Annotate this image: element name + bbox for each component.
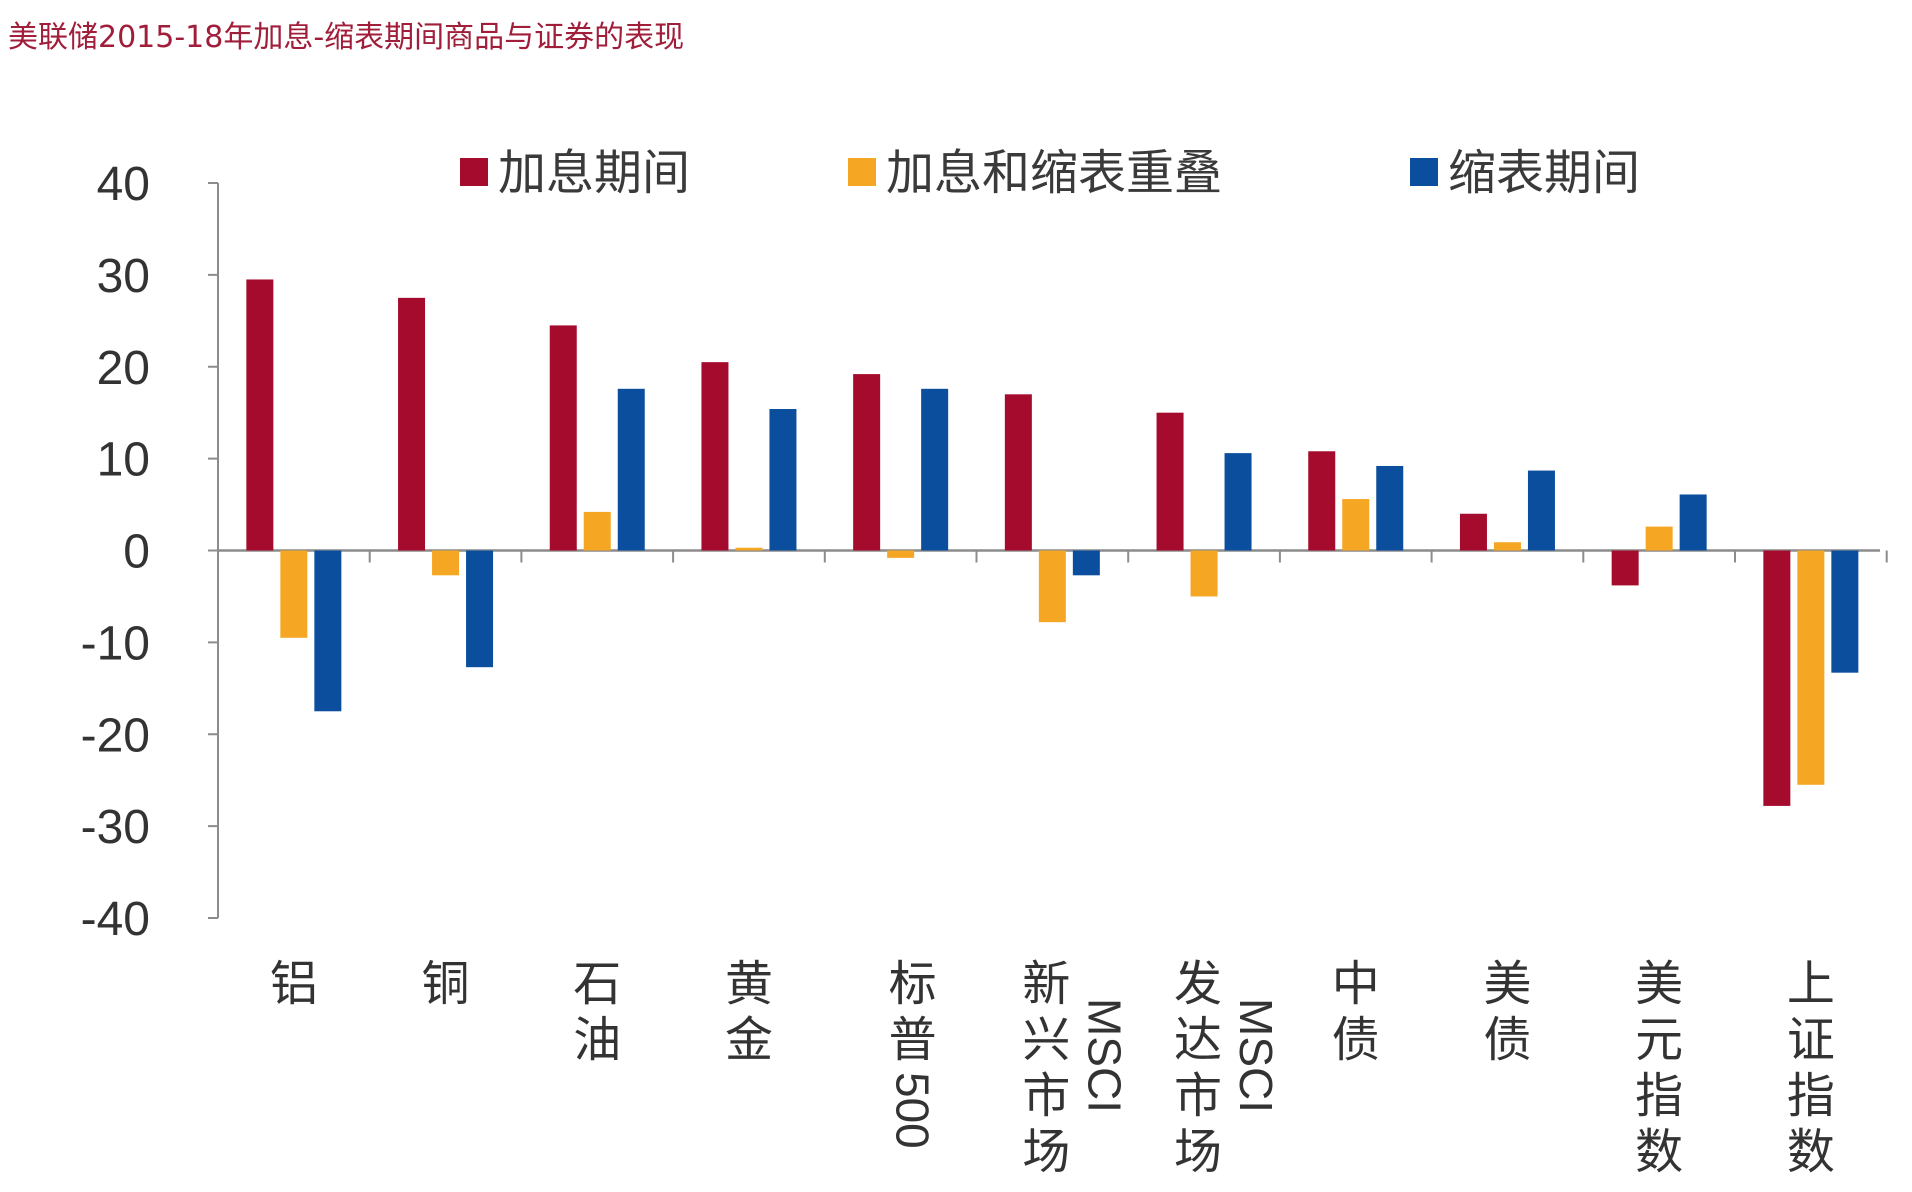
x-category-label: 铝 xyxy=(270,956,318,1012)
x-category-char: 债 xyxy=(1332,1012,1380,1068)
bar-2-美元指数 xyxy=(1645,526,1673,551)
x-category-char: 铜 xyxy=(422,956,470,1012)
x-category-char: 铝 xyxy=(270,956,318,1012)
x-category-char: 市 xyxy=(1174,1068,1222,1124)
x-category-char: 上 xyxy=(1787,956,1835,1012)
x-category-char: 市 xyxy=(1022,1068,1070,1124)
bar-3-中债 xyxy=(1376,465,1404,551)
x-category-char: 债 xyxy=(1483,1012,1531,1068)
x-category-char: 新 xyxy=(1022,956,1070,1012)
x-category-label: 黄金 xyxy=(725,956,773,1068)
y-tick-label: 40 xyxy=(97,158,150,211)
x-category-char: 油 xyxy=(573,1012,621,1068)
x-axis-category-labels: 铝铜石油黄金标普500新兴市场MSCI发达市场MSCI中债美债美元指数上证指数 xyxy=(270,956,1835,1180)
bar-1-铜 xyxy=(398,297,426,551)
x-category-char: 中 xyxy=(1332,956,1380,1012)
bar-3-铝 xyxy=(314,550,342,712)
x-category-char: 场 xyxy=(1022,1124,1070,1180)
bar-2-标普500 xyxy=(887,550,915,558)
legend-item: 加息和缩表重叠 xyxy=(848,145,1222,201)
bar-1-石油 xyxy=(549,325,577,551)
bar-2-美债 xyxy=(1493,542,1521,551)
x-category-char: 指 xyxy=(1635,1068,1683,1124)
bar-3-美债 xyxy=(1527,470,1555,551)
y-tick-label: 30 xyxy=(97,250,150,303)
x-category-char: 兴 xyxy=(1022,1012,1070,1068)
x-category-char: 美 xyxy=(1635,956,1683,1012)
x-category-char: 数 xyxy=(1635,1124,1683,1180)
y-tick-label: -20 xyxy=(81,709,150,762)
page-title: 美联储2015-18年加息-缩表期间商品与证券的表现 xyxy=(8,20,685,55)
x-category-char: 场 xyxy=(1174,1124,1222,1180)
bar-1-中债 xyxy=(1308,451,1336,551)
bar-1-标普500 xyxy=(853,374,881,551)
x-category-rotated-label: MSCI xyxy=(1078,998,1130,1113)
x-category-rotated-label: 500 xyxy=(887,1072,939,1149)
x-category-char: 标 xyxy=(889,956,937,1012)
chart-legend: 加息期间 加息和缩表重叠 缩表期间 xyxy=(460,145,1640,201)
x-category-rotated-label: MSCI xyxy=(1230,998,1282,1113)
y-tick-label: 20 xyxy=(97,342,150,395)
y-tick-label: -30 xyxy=(81,801,150,854)
x-category-label: 美债 xyxy=(1483,956,1531,1068)
x-category-char: 元 xyxy=(1635,1012,1683,1068)
bar-3-美元指数 xyxy=(1679,494,1707,551)
legend-swatch xyxy=(848,158,876,186)
legend-swatch xyxy=(1410,158,1438,186)
x-category-label: 铜 xyxy=(422,956,470,1012)
bar-2-新兴市场MSCI xyxy=(1038,550,1066,623)
legend-label: 缩表期间 xyxy=(1448,145,1640,201)
y-tick-label: 0 xyxy=(123,526,150,579)
bar-2-黄金 xyxy=(735,547,763,551)
legend-label: 加息和缩表重叠 xyxy=(886,145,1222,201)
bar-3-标普500 xyxy=(921,388,949,551)
x-category-char: 美 xyxy=(1483,956,1531,1012)
bar-2-铝 xyxy=(280,550,308,638)
bar-3-铜 xyxy=(466,550,494,668)
y-tick-label: 10 xyxy=(97,434,150,487)
y-tick-label: -10 xyxy=(81,617,150,670)
x-category-char: 指 xyxy=(1787,1068,1835,1124)
bar-2-铜 xyxy=(432,550,460,576)
x-category-label: 石油 xyxy=(573,956,621,1068)
y-tick-label: -40 xyxy=(81,893,150,946)
bar-1-铝 xyxy=(246,279,274,551)
x-category-char: 黄 xyxy=(725,956,773,1012)
x-category-char: 达 xyxy=(1174,1012,1222,1068)
bar-2-中债 xyxy=(1342,499,1370,551)
x-category-char: 石 xyxy=(573,956,621,1012)
x-category-char: 金 xyxy=(725,1012,773,1068)
legend-item: 加息期间 xyxy=(460,145,690,201)
bar-3-新兴市场MSCI xyxy=(1072,550,1100,576)
x-category-char: 普 xyxy=(889,1012,937,1068)
bar-3-上证指数 xyxy=(1831,550,1859,673)
legend-label: 加息期间 xyxy=(498,145,690,201)
bar-3-黄金 xyxy=(769,409,797,551)
bar-2-石油 xyxy=(583,511,611,551)
bar-2-发达市场MSCI xyxy=(1190,550,1218,597)
bar-1-黄金 xyxy=(701,362,729,551)
y-axis-tick-labels: 40 30 20 10 0 -10 -20 -30 -40 xyxy=(81,158,150,946)
bar-1-上证指数 xyxy=(1763,550,1791,806)
x-category-label: 中债 xyxy=(1332,956,1380,1068)
bar-3-石油 xyxy=(617,388,645,551)
chart-bars xyxy=(246,279,1859,806)
bar-1-发达市场MSCI xyxy=(1156,412,1184,551)
x-category-char: 数 xyxy=(1787,1124,1835,1180)
bar-1-美元指数 xyxy=(1611,550,1639,586)
bar-3-发达市场MSCI xyxy=(1224,453,1252,551)
bar-2-上证指数 xyxy=(1797,550,1825,785)
x-category-char: 发 xyxy=(1174,956,1222,1012)
legend-swatch xyxy=(460,158,488,186)
legend-item: 缩表期间 xyxy=(1410,145,1640,201)
bar-1-新兴市场MSCI xyxy=(1004,394,1032,551)
x-category-char: 证 xyxy=(1787,1012,1835,1068)
bar-1-美债 xyxy=(1459,513,1487,551)
